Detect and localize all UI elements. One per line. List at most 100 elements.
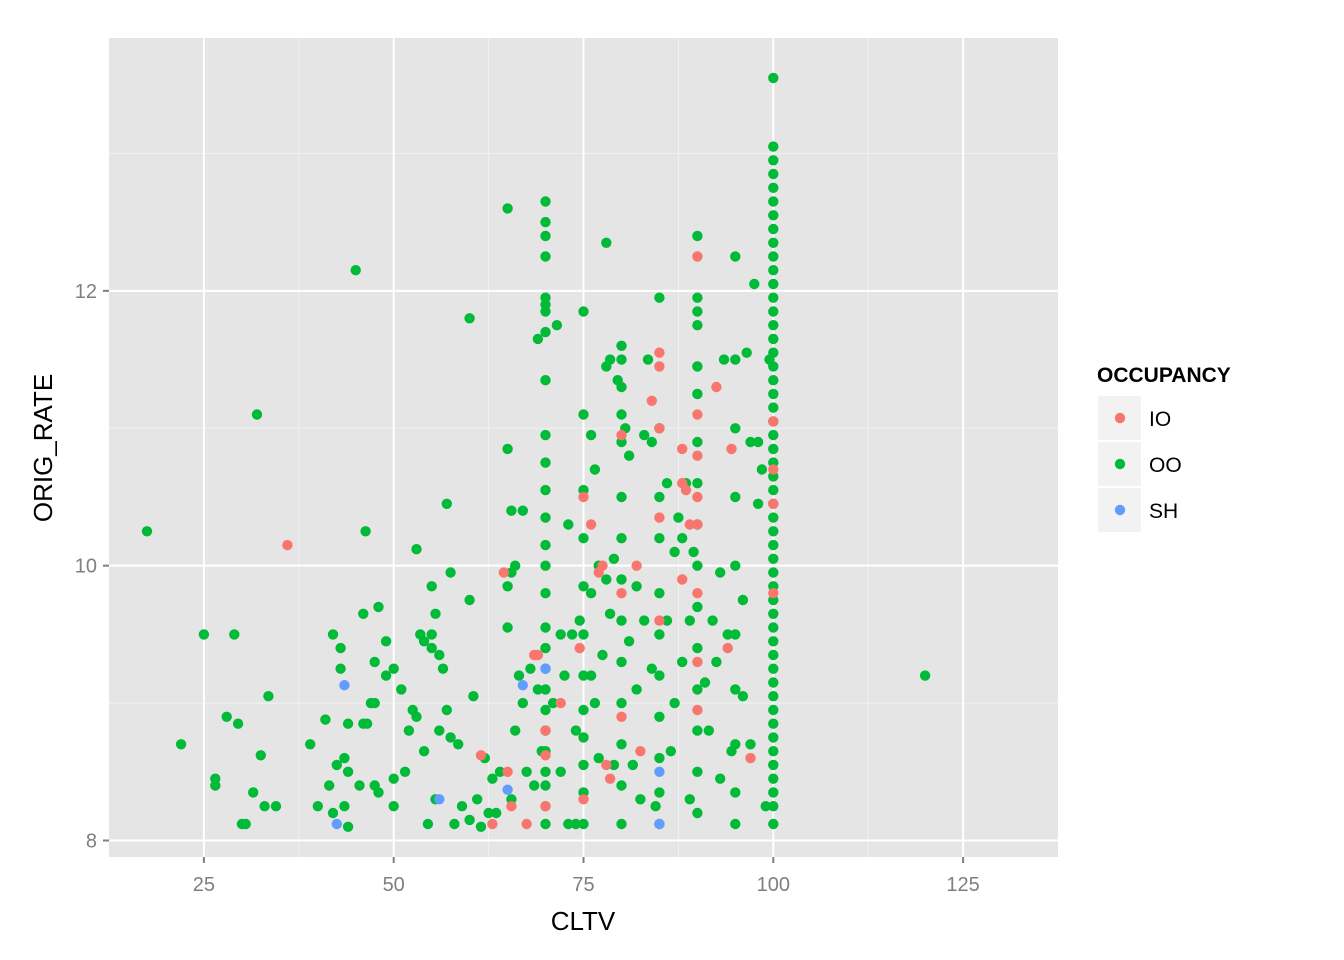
data-point-oo xyxy=(593,752,604,764)
data-point-io xyxy=(768,498,779,509)
legend-swatch-io xyxy=(1114,412,1126,424)
legend-label-sh: SH xyxy=(1149,500,1178,523)
data-point-oo xyxy=(339,801,350,812)
data-point-oo xyxy=(468,691,479,702)
data-point-oo xyxy=(692,560,703,571)
data-point-oo xyxy=(445,567,456,578)
data-point-io xyxy=(768,464,779,475)
data-point-oo xyxy=(654,292,665,303)
data-point-oo xyxy=(692,807,703,819)
data-point-oo xyxy=(464,313,475,324)
data-point-oo xyxy=(692,320,703,331)
data-point-oo xyxy=(540,642,551,654)
data-point-oo xyxy=(502,622,513,633)
data-point-io xyxy=(487,818,498,830)
x-tick-label: 50 xyxy=(383,874,405,896)
data-point-oo xyxy=(768,388,779,400)
data-point-io xyxy=(631,560,642,571)
data-point-oo xyxy=(360,526,371,537)
data-point-oo xyxy=(540,684,551,695)
data-point-sh xyxy=(339,680,350,691)
data-point-oo xyxy=(745,739,756,750)
data-point-oo xyxy=(210,773,221,784)
data-point-oo xyxy=(692,766,703,777)
data-point-oo xyxy=(768,265,779,276)
data-point-io xyxy=(692,519,703,530)
data-point-io xyxy=(726,443,737,455)
x-axis-ticks: 25 50 75 100 125 xyxy=(193,857,980,896)
data-point-oo xyxy=(532,333,544,345)
data-point-oo xyxy=(616,354,627,365)
data-point-oo xyxy=(434,725,445,736)
data-point-oo xyxy=(578,759,589,771)
data-point-oo xyxy=(665,746,676,757)
data-point-oo xyxy=(229,629,240,640)
data-point-io xyxy=(578,491,589,503)
data-point-oo xyxy=(578,732,589,743)
data-point-oo xyxy=(312,801,323,812)
data-point-oo xyxy=(654,533,665,544)
data-point-io xyxy=(680,484,692,496)
data-point-oo xyxy=(540,375,551,386)
data-point-oo xyxy=(441,704,452,716)
data-point-oo xyxy=(616,697,627,709)
data-point-oo xyxy=(517,505,528,516)
data-point-oo xyxy=(453,739,464,750)
data-point-oo xyxy=(506,505,517,516)
data-point-sh xyxy=(434,794,445,805)
data-point-oo xyxy=(540,457,551,468)
data-point-oo xyxy=(768,773,779,784)
data-point-io xyxy=(616,429,627,441)
data-point-oo xyxy=(768,608,779,619)
data-point-oo xyxy=(324,780,335,791)
data-point-oo xyxy=(756,464,768,475)
data-point-oo xyxy=(540,818,551,830)
data-point-oo xyxy=(445,732,456,743)
data-point-oo xyxy=(540,588,551,599)
data-point-oo xyxy=(768,375,779,386)
data-point-oo xyxy=(768,704,779,716)
data-point-oo xyxy=(730,560,741,571)
data-point-oo xyxy=(768,210,779,221)
data-point-oo xyxy=(578,306,589,317)
data-point-oo xyxy=(737,594,749,606)
data-point-oo xyxy=(399,766,411,777)
data-point-oo xyxy=(597,649,608,661)
data-point-oo xyxy=(730,787,741,798)
data-point-oo xyxy=(692,306,703,317)
data-point-oo xyxy=(639,429,650,441)
data-point-sh xyxy=(654,766,665,777)
data-point-oo xyxy=(631,684,642,695)
data-point-oo xyxy=(646,663,657,674)
data-point-oo xyxy=(741,347,752,358)
data-point-oo xyxy=(601,237,612,248)
data-point-oo xyxy=(555,766,566,777)
data-point-oo xyxy=(654,670,665,681)
data-point-io xyxy=(684,519,695,530)
data-point-sh xyxy=(540,663,551,674)
data-point-io xyxy=(475,750,487,761)
data-point-oo xyxy=(654,629,665,640)
data-point-oo xyxy=(532,684,544,695)
data-point-oo xyxy=(730,423,741,434)
data-point-oo xyxy=(654,752,665,764)
data-point-oo xyxy=(540,196,551,207)
data-point-oo xyxy=(692,642,703,654)
data-point-oo xyxy=(692,684,703,695)
data-point-oo xyxy=(616,615,627,626)
data-point-oo xyxy=(692,230,703,242)
data-point-oo xyxy=(654,588,665,599)
data-point-oo xyxy=(175,739,187,750)
data-point-oo xyxy=(768,182,779,193)
data-point-oo xyxy=(768,539,779,551)
data-point-oo xyxy=(692,601,703,613)
data-point-oo xyxy=(585,429,597,441)
data-point-oo xyxy=(259,801,270,812)
data-point-oo xyxy=(616,574,627,585)
data-point-oo xyxy=(437,663,449,674)
data-point-oo xyxy=(768,361,779,372)
data-point-oo xyxy=(388,801,399,812)
data-point-oo xyxy=(540,780,551,791)
data-point-io xyxy=(768,416,779,427)
data-point-oo xyxy=(517,697,528,709)
